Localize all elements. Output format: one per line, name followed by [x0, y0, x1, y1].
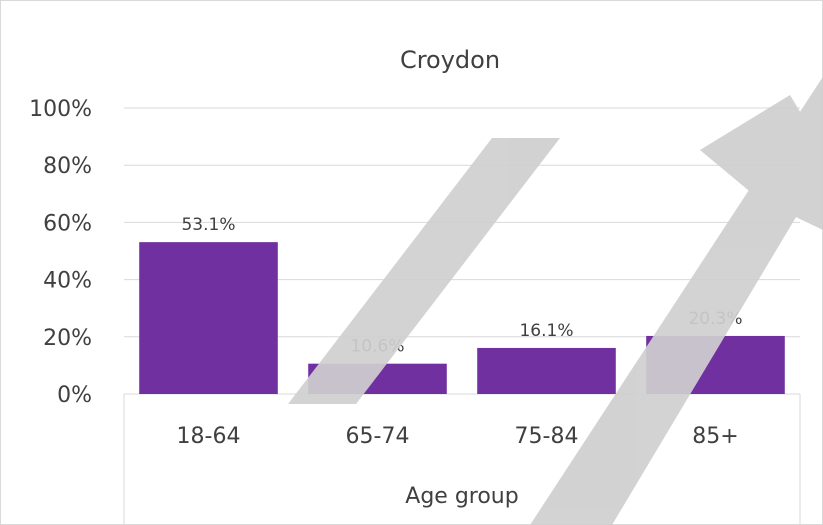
y-tick-label: 40%: [43, 269, 92, 294]
y-tick-label: 20%: [43, 326, 92, 351]
y-axis-tick-labels: 0% 20% 40% 60% 80% 100%: [29, 97, 92, 408]
watermark-stroke-left: [288, 138, 560, 404]
x-tick-label: 85+: [692, 424, 738, 449]
y-tick-label: 0%: [57, 383, 92, 408]
bar-series: [139, 242, 785, 394]
bar-75-84: [477, 347, 616, 394]
y-tick-label: 100%: [29, 97, 92, 122]
x-axis-tick-labels: 18-64 65-74 75-84 85+: [177, 424, 739, 449]
bar-18-64: [139, 242, 278, 394]
data-label: 16.1%: [519, 321, 573, 341]
y-tick-label: 60%: [43, 211, 92, 236]
data-label: 53.1%: [181, 215, 235, 235]
x-axis-title: Age group: [405, 484, 518, 509]
y-tick-label: 80%: [43, 154, 92, 179]
x-tick-label: 65-74: [346, 424, 410, 449]
chart-title: Croydon: [400, 46, 500, 74]
watermark-overlay: [288, 76, 823, 525]
x-tick-label: 75-84: [515, 424, 579, 449]
watermark-stroke-arc: [700, 95, 823, 230]
x-tick-label: 18-64: [177, 424, 241, 449]
